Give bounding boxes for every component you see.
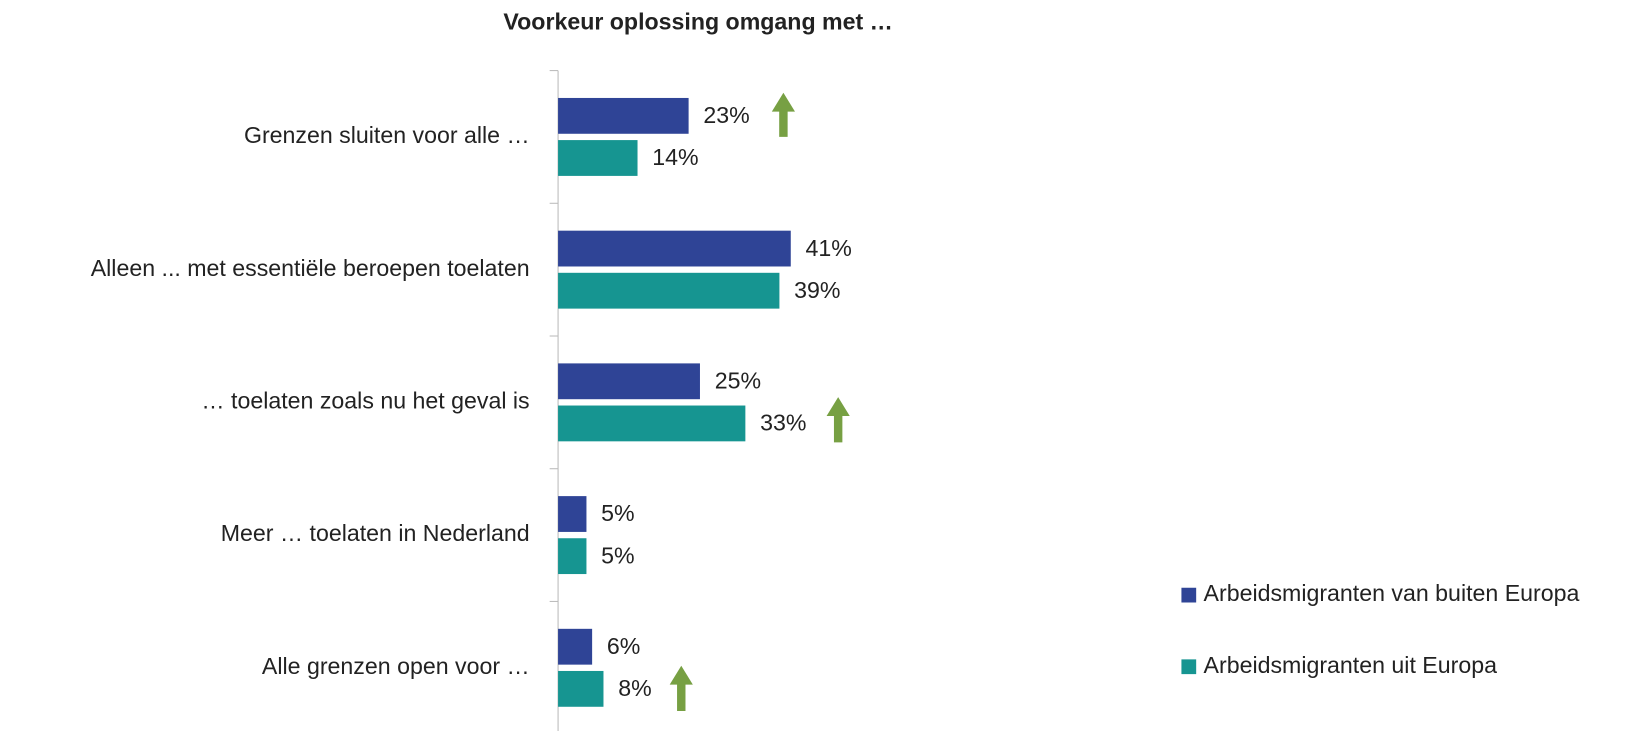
value-label: 8% [618,675,651,701]
value-label: 14% [652,144,698,170]
category-label: Grenzen sluiten voor alle … [244,122,530,148]
legend-label: Arbeidsmigranten uit Europa [1204,652,1498,678]
value-label: 23% [703,102,749,128]
up-arrow [771,92,795,137]
increase-arrows [669,92,850,711]
bar [558,363,700,400]
legend-swatch [1181,587,1197,603]
value-label: 5% [601,542,634,568]
bar [558,670,604,707]
chart-title: Voorkeur oplossing omgang met … [503,8,892,34]
bar [558,230,791,267]
bar [558,628,593,665]
value-label: 5% [601,500,634,526]
up-arrow [826,397,850,443]
legend-label: Arbeidsmigranten van buiten Europa [1204,580,1580,606]
value-label: 41% [806,235,852,261]
value-label: 39% [794,277,840,303]
bar [558,538,587,575]
up-arrow [669,665,693,711]
bar [558,97,689,134]
value-label: 6% [607,633,640,659]
bar [558,140,638,176]
category-label: … toelaten zoals nu het geval is [201,387,529,413]
bar [558,272,780,309]
value-label: 25% [715,367,761,393]
bar [558,405,746,442]
axis [549,70,559,731]
value-label: 33% [760,410,806,436]
category-label: Alleen ... met essentiële beroepen toela… [91,255,530,281]
category-label: Meer … toelaten in Nederland [221,520,530,546]
category-label: Alle grenzen open voor … [262,653,530,679]
legend-swatch [1181,659,1197,675]
bar [558,496,587,532]
